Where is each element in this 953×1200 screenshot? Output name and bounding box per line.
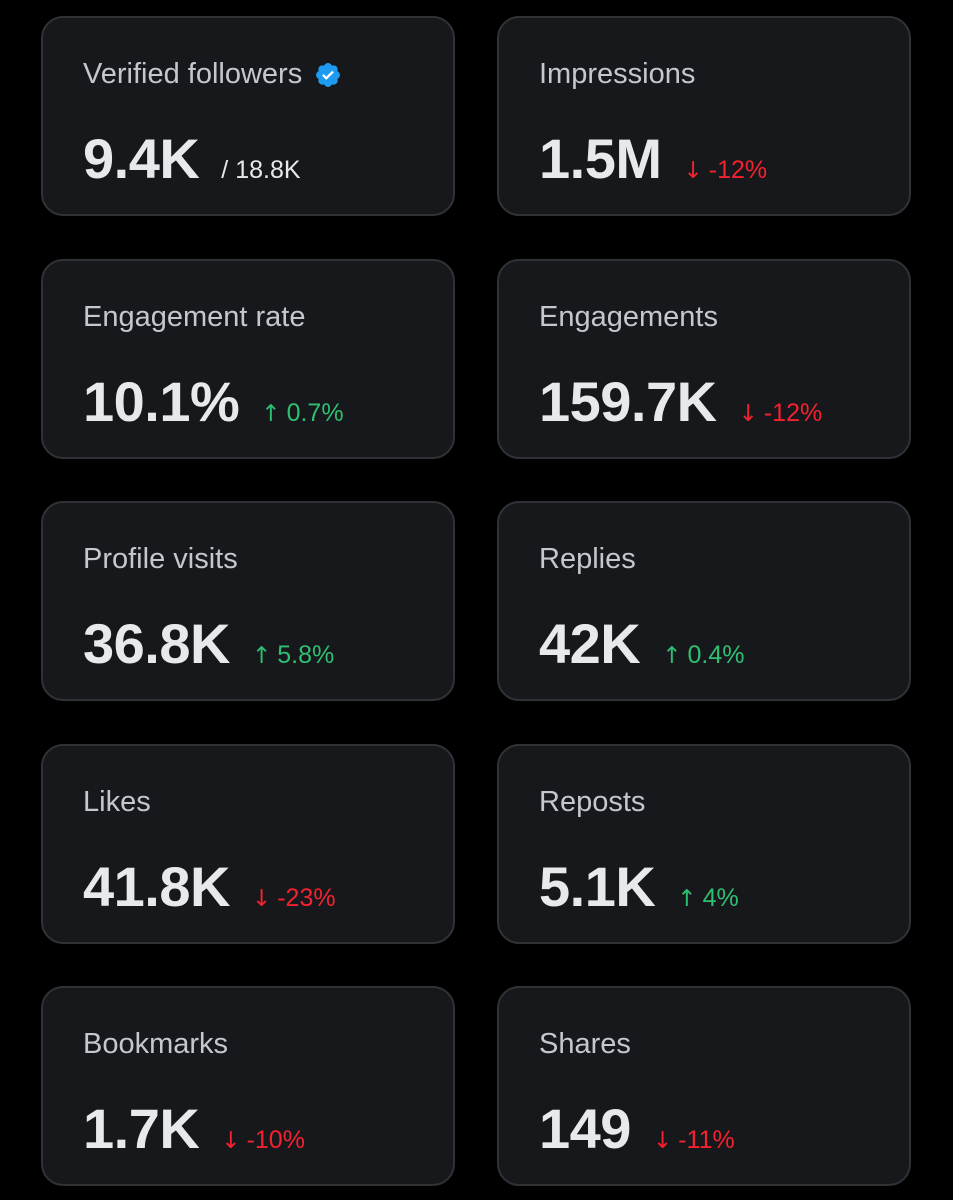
metric-label: Reposts (539, 786, 646, 818)
metric-label: Impressions (539, 58, 696, 90)
arrow-up-icon: ↑ (677, 886, 697, 912)
arrow-down-icon: ↓ (683, 158, 703, 184)
metric-label: Replies (539, 543, 636, 575)
metric-value-row: 10.1% ↑ 0.7% (83, 369, 344, 434)
metric-change-value: -23% (277, 884, 336, 912)
metric-total: / 18.8K (221, 156, 301, 184)
metric-change-value: -10% (246, 1126, 305, 1154)
metric-value-row: 36.8K ↑ 5.8% (83, 611, 334, 676)
metric-value: 9.4K (83, 127, 200, 190)
metric-change: ↓ -23% (252, 884, 336, 913)
arrow-down-icon: ↓ (251, 886, 272, 912)
metric-value-row: 1.5M ↓ -12% (539, 126, 767, 191)
metric-label-wrap: Verified followers (83, 58, 342, 91)
metric-value-row: 159.7K ↓ -12% (539, 369, 822, 434)
arrow-up-icon: ↑ (251, 643, 272, 669)
arrow-down-icon: ↓ (221, 1128, 241, 1154)
arrow-down-icon: ↓ (738, 401, 758, 427)
metric-change: ↑ 0.7% (261, 399, 343, 428)
metric-label: Verified followers (83, 58, 303, 90)
metric-value: 1.5M (539, 127, 662, 190)
metric-value: 149 (539, 1097, 631, 1160)
metric-label: Profile visits (83, 543, 238, 575)
metric-value: 1.7K (83, 1097, 200, 1160)
metric-value: 159.7K (539, 370, 717, 433)
metric-card-bookmarks[interactable]: Bookmarks 1.7K ↓ -10% (41, 986, 455, 1186)
metric-value-row: 1.7K ↓ -10% (83, 1096, 305, 1161)
metric-change: ↓ -12% (739, 399, 823, 428)
arrow-up-icon: ↑ (261, 401, 281, 427)
metric-label: Engagements (539, 301, 718, 333)
metric-change: ↓ -10% (221, 1126, 305, 1155)
metric-change-value: -11% (678, 1126, 735, 1154)
metric-card-impressions[interactable]: Impressions 1.5M ↓ -12% (497, 16, 911, 216)
metric-change: ↓ -11% (653, 1126, 735, 1155)
metric-change: ↓ -12% (684, 156, 768, 185)
metric-value: 5.1K (539, 855, 656, 918)
verified-badge-icon (316, 62, 341, 87)
metric-card-profile-visits[interactable]: Profile visits 36.8K ↑ 5.8% (41, 501, 455, 701)
metric-card-likes[interactable]: Likes 41.8K ↓ -23% (41, 744, 455, 944)
metric-card-verified-followers[interactable]: Verified followers 9.4K / 18.8K (41, 16, 455, 216)
metric-card-replies[interactable]: Replies 42K ↑ 0.4% (497, 501, 911, 701)
metric-card-engagements[interactable]: Engagements 159.7K ↓ -12% (497, 259, 911, 459)
metric-change-value: 5.8% (277, 641, 335, 669)
metric-card-reposts[interactable]: Reposts 5.1K ↑ 4% (497, 744, 911, 944)
arrow-up-icon: ↑ (662, 643, 682, 669)
metric-value: 41.8K (83, 855, 230, 918)
metric-value-row: 9.4K / 18.8K (83, 126, 301, 191)
metric-value-row: 42K ↑ 0.4% (539, 611, 745, 676)
metric-change: ↑ 4% (677, 884, 738, 913)
metric-change-value: 0.4% (687, 641, 745, 669)
metric-label: Likes (83, 786, 151, 818)
metric-card-shares[interactable]: Shares 149 ↓ -11% (497, 986, 911, 1186)
arrow-down-icon: ↓ (652, 1128, 673, 1154)
metric-label: Shares (539, 1028, 631, 1060)
metric-change: ↑ 0.4% (662, 641, 744, 670)
metric-change-value: 0.7% (286, 399, 344, 427)
metric-label: Bookmarks (83, 1028, 229, 1060)
metric-change: ↑ 5.8% (252, 641, 334, 670)
metric-change-value: -12% (763, 399, 823, 427)
metric-change-value: 4% (702, 884, 739, 912)
metric-value: 10.1% (83, 370, 240, 433)
metric-card-engagement-rate[interactable]: Engagement rate 10.1% ↑ 0.7% (41, 259, 455, 459)
metric-label: Engagement rate (83, 301, 306, 333)
metric-value: 42K (539, 612, 641, 675)
metric-value: 36.8K (83, 612, 230, 675)
metric-value-row: 149 ↓ -11% (539, 1096, 735, 1161)
metric-change-value: -12% (708, 156, 768, 184)
metric-value-row: 41.8K ↓ -23% (83, 854, 336, 919)
metric-value-row: 5.1K ↑ 4% (539, 854, 739, 919)
